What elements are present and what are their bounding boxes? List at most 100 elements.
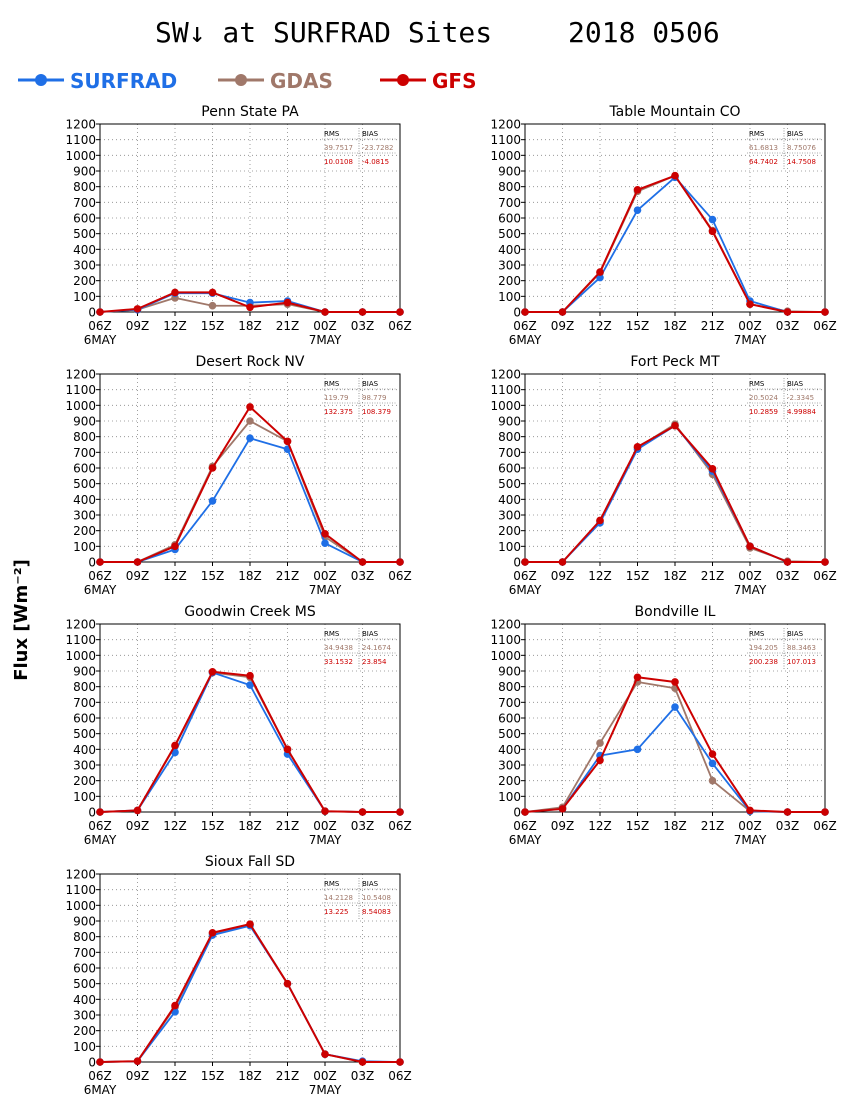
x-tick-label: 00Z [313, 569, 337, 583]
x-tick-label: 18Z [663, 819, 687, 833]
data-point-gfs [133, 1057, 142, 1066]
x-date-label: 6MAY [509, 833, 542, 847]
stats-bias-gdas: 98.779 [362, 394, 387, 402]
data-point-gfs [821, 558, 829, 566]
data-point-gdas [596, 739, 604, 747]
y-tick-label: 0 [88, 556, 96, 570]
data-point-gfs [708, 227, 717, 236]
series-surfrad [96, 668, 404, 816]
stats-rms-gdas: 61.6813 [749, 144, 778, 152]
y-tick-label: 300 [73, 759, 96, 773]
y-tick-label: 300 [498, 759, 521, 773]
y-tick-label: 200 [498, 774, 521, 788]
data-point-gfs [171, 1001, 179, 1010]
x-date-label: 6MAY [509, 583, 542, 597]
stats-bias-gfs: 4.99884 [787, 408, 816, 416]
stats-header-bias: BIAS [787, 380, 804, 388]
series-line-surfrad [99, 671, 400, 813]
stats-rms-gdas: 39.7517 [324, 144, 353, 152]
y-tick-label: 1200 [65, 868, 96, 882]
series-gdas [521, 678, 829, 816]
series-gfs [521, 171, 829, 316]
panel-title: Table Mountain CO [608, 104, 740, 120]
stats-rms-gdas: 119.79 [324, 394, 349, 402]
y-tick-label: 900 [498, 665, 521, 679]
x-date-label: 6MAY [84, 333, 117, 347]
x-tick-label: 12Z [163, 819, 187, 833]
x-tick-label: 15Z [201, 319, 225, 333]
data-point-gfs [633, 186, 642, 194]
data-point-gfs [558, 558, 567, 566]
x-tick-label: 06Z [388, 569, 412, 583]
y-tick-label: 500 [498, 477, 521, 491]
x-tick-label: 06Z [513, 319, 537, 333]
data-point-gfs [746, 300, 754, 308]
x-tick-label: 18Z [238, 819, 262, 833]
y-tick-label: 600 [73, 712, 96, 726]
series-line-gfs [99, 923, 400, 1063]
x-tick-label: 00Z [738, 569, 762, 583]
stats-rms-gfs: 10.2859 [749, 408, 778, 416]
y-tick-label: 1200 [65, 118, 96, 132]
data-point-gfs [171, 288, 179, 297]
data-point-surfrad [671, 703, 679, 711]
data-point-gfs [283, 298, 292, 307]
data-point-gfs [133, 806, 142, 815]
stats-bias-gdas: 24.1674 [362, 644, 391, 652]
y-tick-label: 800 [73, 430, 96, 444]
x-tick-label: 15Z [626, 569, 650, 583]
y-tick-label: 300 [73, 1009, 96, 1023]
data-point-gdas [246, 417, 254, 425]
y-tick-label: 700 [498, 446, 521, 460]
data-point-gfs [246, 303, 254, 312]
y-tick-label: 800 [498, 180, 521, 194]
stats-header-rms: RMS [324, 380, 340, 388]
x-tick-label: 00Z [313, 1069, 337, 1083]
x-tick-label: 06Z [388, 819, 412, 833]
y-tick-label: 900 [498, 415, 521, 429]
stats-bias-gdas: -2.3345 [787, 394, 814, 402]
data-point-gfs [671, 421, 679, 430]
x-tick-label: 21Z [276, 319, 300, 333]
panel-title: Fort Peck MT [630, 354, 720, 370]
y-tick-label: 100 [498, 790, 521, 804]
data-point-gfs [396, 308, 404, 316]
data-point-surfrad [596, 273, 604, 282]
x-date-label: 7MAY [309, 1083, 342, 1097]
x-tick-label: 18Z [238, 569, 262, 583]
data-point-surfrad [246, 434, 254, 443]
stats-header-bias: BIAS [787, 130, 804, 138]
x-date-label: 7MAY [734, 333, 767, 347]
stats-header-bias: BIAS [362, 630, 379, 638]
x-tick-label: 09Z [126, 569, 150, 583]
stats-header-rms: RMS [749, 130, 765, 138]
x-tick-label: 06Z [813, 319, 837, 333]
x-tick-label: 21Z [701, 819, 725, 833]
stats-rms-gdas: 34.9438 [324, 644, 353, 652]
legend: SURFRAD GDAS GFS [18, 69, 476, 93]
panel-title: Bondville IL [635, 604, 716, 620]
y-tick-label: 400 [73, 243, 96, 257]
y-tick-label: 600 [73, 462, 96, 476]
data-point-gfs [596, 516, 604, 525]
x-tick-label: 06Z [813, 819, 837, 833]
y-tick-label: 1000 [65, 899, 96, 913]
data-point-gfs [208, 928, 217, 937]
y-tick-label: 200 [498, 524, 521, 538]
series-gfs [96, 403, 404, 566]
x-tick-label: 03Z [351, 1069, 375, 1083]
legend-item-gfs: GFS [380, 69, 476, 93]
y-tick-label: 500 [73, 477, 96, 491]
y-tick-label: 600 [498, 212, 521, 226]
panels: Penn State PA010020030040050060070080090… [65, 104, 836, 1097]
data-point-surfrad [208, 497, 217, 505]
x-date-label: 6MAY [84, 1083, 117, 1097]
y-tick-label: 1200 [490, 368, 521, 382]
x-tick-label: 06Z [388, 319, 412, 333]
x-tick-label: 00Z [738, 819, 762, 833]
series-line-surfrad [100, 437, 400, 563]
x-tick-label: 06Z [513, 819, 537, 833]
data-point-gfs [133, 558, 142, 566]
data-point-gfs [321, 1050, 329, 1058]
